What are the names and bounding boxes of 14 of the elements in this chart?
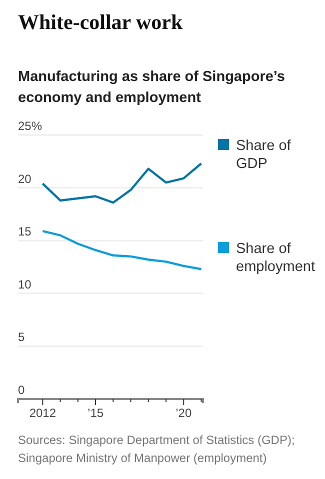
chart-title: White-collar work: [18, 10, 183, 34]
legend-label: Share of GDP: [236, 138, 292, 172]
chart-subtitle: Manufacturing as share of Singapore’s economy and employment: [18, 69, 285, 106]
y-tick-label: 20: [18, 172, 32, 186]
x-tick-label: ’15: [88, 406, 104, 420]
x-tick-label: ’20: [176, 406, 192, 420]
source-note: Sources: Singapore Department of Statistics (GDP); Singapore Ministry of Manpower (employment): [18, 433, 295, 465]
y-tick-label: 25%: [18, 119, 42, 133]
y-tick-label: 5: [18, 330, 25, 344]
legend-label: Share of employment: [236, 241, 315, 275]
y-tick-label: 15: [18, 224, 32, 239]
y-tick-label: 10: [18, 277, 32, 292]
y-tick-label: 0: [18, 383, 25, 397]
x-tick-label: 2012: [29, 406, 56, 420]
